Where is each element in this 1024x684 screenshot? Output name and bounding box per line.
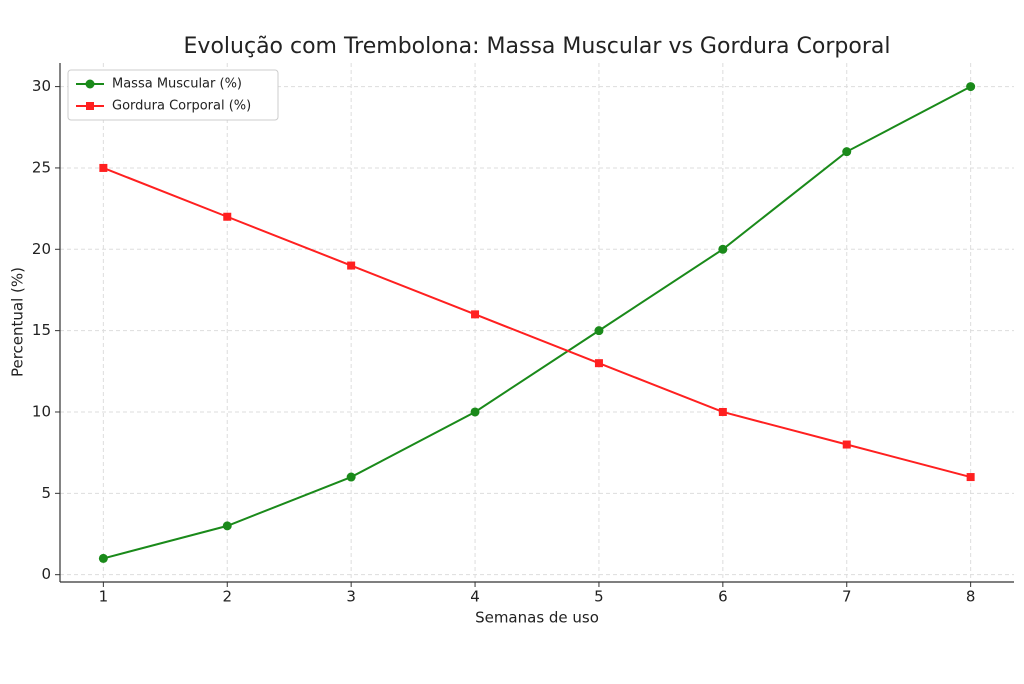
x-tick-label: 7 (842, 588, 852, 606)
data-point (470, 407, 480, 417)
data-point (594, 326, 604, 336)
y-tick-label: 10 (32, 402, 51, 420)
x-axis-label: Semanas de uso (475, 609, 599, 627)
x-tick-label: 1 (99, 588, 109, 606)
legend-box (67, 69, 279, 121)
y-tick-label: 30 (32, 77, 51, 95)
data-point (966, 473, 975, 482)
chart-title: Evolução com Trembolona: Massa Muscular … (184, 34, 891, 59)
data-point (966, 82, 976, 92)
data-point (346, 472, 356, 482)
data-point (99, 163, 108, 172)
data-point (842, 147, 852, 157)
x-tick-label: 3 (346, 588, 356, 606)
x-tick-label: 8 (966, 588, 976, 606)
legend-marker (85, 79, 95, 89)
data-point (594, 359, 603, 368)
data-point (222, 521, 232, 531)
x-tick-label: 4 (470, 588, 480, 606)
data-point (471, 310, 480, 319)
x-tick-label: 5 (594, 588, 604, 606)
y-tick-label: 20 (32, 240, 51, 258)
series-line (102, 167, 971, 479)
y-tick-label: 5 (41, 484, 51, 502)
y-axis-label: Percentual (%) (9, 267, 27, 377)
legend-label: Massa Muscular (%) (112, 77, 242, 92)
data-point (842, 440, 851, 449)
data-point (347, 261, 356, 270)
x-tick-label: 2 (222, 588, 232, 606)
data-point (718, 244, 728, 254)
legend-marker (86, 102, 94, 110)
x-tick-label: 6 (718, 588, 728, 606)
y-tick-label: 0 (41, 565, 51, 583)
data-point (98, 553, 108, 563)
data-point (718, 407, 727, 416)
y-tick-label: 25 (32, 158, 51, 176)
legend-label: Gordura Corporal (%) (112, 99, 251, 114)
series-line (103, 85, 972, 560)
y-tick-label: 15 (32, 321, 51, 339)
data-point (223, 212, 232, 221)
